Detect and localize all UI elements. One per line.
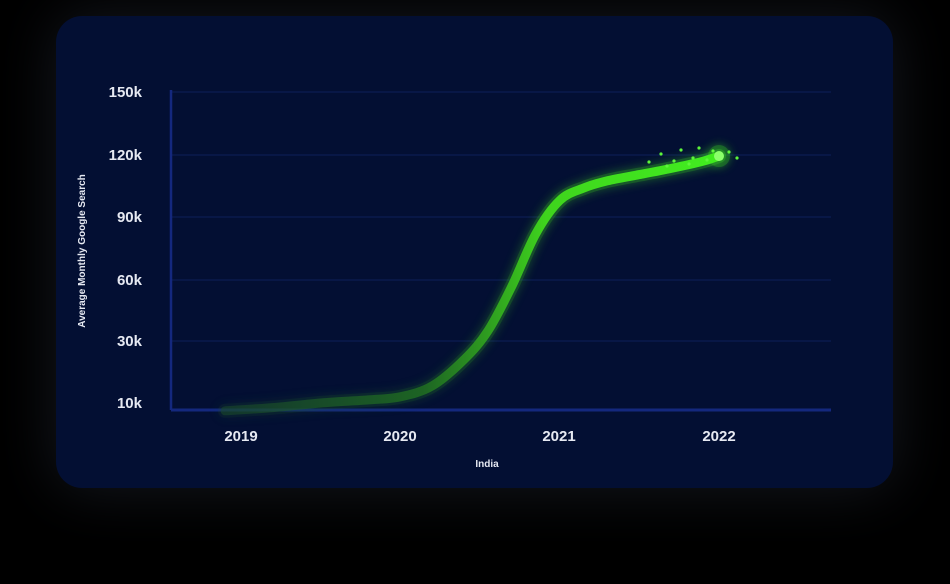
sparkle-particle xyxy=(691,156,695,160)
sparkle-particle xyxy=(659,152,663,156)
x-tick-label: 2022 xyxy=(702,428,735,445)
y-tick-labels: 10k 30k 60k 90k 120k 150k xyxy=(109,84,143,412)
x-axis-label: India xyxy=(475,459,499,470)
sparkle-particle xyxy=(672,159,676,163)
x-tick-label: 2020 xyxy=(383,428,416,445)
grid-lines xyxy=(171,91,831,342)
x-tick-label: 2019 xyxy=(224,428,257,445)
sparkle-particle xyxy=(705,158,709,162)
sparkle-particle xyxy=(679,148,683,152)
x-tick-labels: 2019 2020 2021 2022 xyxy=(224,428,735,445)
series-line xyxy=(220,151,724,416)
series-line-glow xyxy=(218,149,726,418)
y-tick-label: 120k xyxy=(109,147,143,164)
x-tick-label: 2021 xyxy=(542,428,575,445)
y-tick-label: 10k xyxy=(117,395,143,412)
sparkle-particle xyxy=(687,162,691,166)
series xyxy=(218,145,739,418)
sparkle-particle xyxy=(665,164,669,168)
y-tick-label: 150k xyxy=(109,84,143,101)
sparkle-particle xyxy=(735,156,739,160)
y-tick-label: 30k xyxy=(117,333,143,350)
sparkle-particle xyxy=(727,150,731,154)
axes xyxy=(169,90,831,412)
sparkle-particle xyxy=(711,149,715,153)
y-axis-label: Average Monthly Google Search xyxy=(77,174,88,328)
sparkle-particle xyxy=(697,146,701,150)
series-end-point xyxy=(714,151,724,162)
y-tick-label: 90k xyxy=(117,209,143,226)
sparkle-particle xyxy=(647,160,651,164)
y-tick-label: 60k xyxy=(117,272,143,289)
